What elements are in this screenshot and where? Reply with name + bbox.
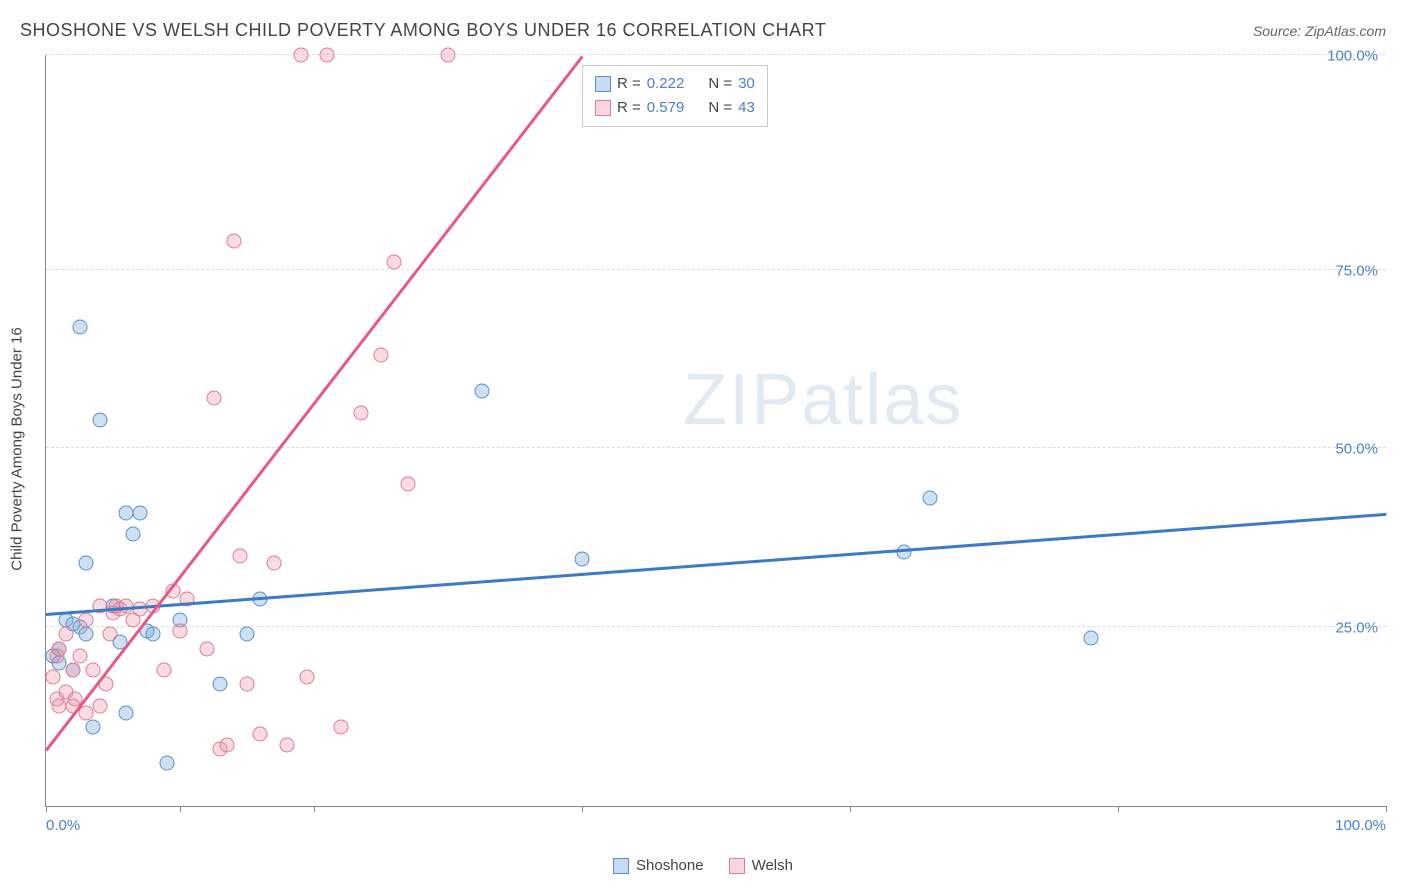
- x-tick: [46, 806, 47, 812]
- source-attribution: Source: ZipAtlas.com: [1253, 23, 1386, 39]
- point-welsh: [156, 663, 171, 678]
- point-welsh: [441, 48, 456, 63]
- trendline-shoshone: [46, 513, 1386, 616]
- swatch-blue-icon: [595, 76, 611, 92]
- n-label: N =: [708, 96, 732, 120]
- watermark-logo: ZIPatlas: [683, 359, 963, 441]
- point-welsh: [400, 477, 415, 492]
- point-shoshone: [132, 505, 147, 520]
- point-welsh: [333, 720, 348, 735]
- point-welsh: [92, 698, 107, 713]
- point-welsh: [65, 663, 80, 678]
- point-welsh: [353, 405, 368, 420]
- point-welsh: [173, 623, 188, 638]
- swatch-pink-icon: [595, 100, 611, 116]
- gridline-horizontal: [46, 54, 1386, 55]
- x-tick-label: 0.0%: [46, 817, 80, 834]
- y-tick-label: 75.0%: [1335, 262, 1378, 279]
- legend-label: Shoshone: [636, 857, 704, 874]
- swatch-blue-icon: [613, 858, 629, 874]
- point-shoshone: [1084, 630, 1099, 645]
- legend-item-shoshone: Shoshone: [613, 857, 704, 874]
- scatter-plot: ZIPatlas 25.0%50.0%75.0%100.0%0.0%100.0%…: [45, 55, 1386, 807]
- point-welsh: [320, 48, 335, 63]
- point-shoshone: [119, 706, 134, 721]
- r-value: 0.579: [647, 96, 685, 120]
- point-shoshone: [79, 627, 94, 642]
- point-welsh: [280, 738, 295, 753]
- point-shoshone: [923, 491, 938, 506]
- point-welsh: [300, 670, 315, 685]
- point-shoshone: [92, 412, 107, 427]
- x-tick: [1386, 806, 1387, 812]
- point-welsh: [72, 648, 87, 663]
- point-welsh: [85, 663, 100, 678]
- point-shoshone: [575, 552, 590, 567]
- gridline-horizontal: [46, 447, 1386, 448]
- legend-label: Welsh: [752, 857, 793, 874]
- trendline-welsh: [45, 55, 583, 750]
- point-shoshone: [79, 555, 94, 570]
- point-welsh: [374, 348, 389, 363]
- point-shoshone: [85, 720, 100, 735]
- y-tick-label: 100.0%: [1327, 48, 1378, 65]
- stats-row: R = 0.579 N = 43: [595, 96, 755, 120]
- x-tick: [180, 806, 181, 812]
- y-axis-label: Child Poverty Among Boys Under 16: [9, 327, 26, 570]
- r-label: R =: [617, 96, 641, 120]
- point-shoshone: [126, 527, 141, 542]
- point-welsh: [59, 627, 74, 642]
- swatch-pink-icon: [729, 858, 745, 874]
- legend-item-welsh: Welsh: [729, 857, 793, 874]
- n-label: N =: [708, 72, 732, 96]
- point-welsh: [266, 555, 281, 570]
- point-shoshone: [159, 756, 174, 771]
- point-welsh: [199, 641, 214, 656]
- point-welsh: [387, 255, 402, 270]
- point-welsh: [103, 627, 118, 642]
- x-tick-label: 100.0%: [1335, 817, 1386, 834]
- point-welsh: [206, 391, 221, 406]
- point-welsh: [219, 738, 234, 753]
- stats-box: R = 0.222 N = 30 R = 0.579 N = 43: [582, 65, 768, 127]
- point-welsh: [253, 727, 268, 742]
- legend-bottom: Shoshone Welsh: [613, 857, 793, 874]
- y-tick-label: 25.0%: [1335, 620, 1378, 637]
- point-welsh: [240, 677, 255, 692]
- point-shoshone: [474, 384, 489, 399]
- x-tick: [850, 806, 851, 812]
- gridline-horizontal: [46, 269, 1386, 270]
- n-value: 30: [738, 72, 755, 96]
- point-shoshone: [240, 627, 255, 642]
- r-value: 0.222: [647, 72, 685, 96]
- y-tick-label: 50.0%: [1335, 441, 1378, 458]
- n-value: 43: [738, 96, 755, 120]
- point-shoshone: [896, 545, 911, 560]
- point-welsh: [45, 670, 60, 685]
- x-tick: [1118, 806, 1119, 812]
- point-shoshone: [146, 627, 161, 642]
- x-tick: [582, 806, 583, 812]
- point-welsh: [226, 233, 241, 248]
- point-welsh: [52, 641, 67, 656]
- point-shoshone: [213, 677, 228, 692]
- point-welsh: [233, 548, 248, 563]
- r-label: R =: [617, 72, 641, 96]
- point-welsh: [293, 48, 308, 63]
- x-tick: [314, 806, 315, 812]
- point-shoshone: [72, 319, 87, 334]
- chart-title: SHOSHONE VS WELSH CHILD POVERTY AMONG BO…: [20, 20, 826, 41]
- point-welsh: [79, 613, 94, 628]
- stats-row: R = 0.222 N = 30: [595, 72, 755, 96]
- chart-area: Child Poverty Among Boys Under 16 ZIPatl…: [45, 55, 1386, 842]
